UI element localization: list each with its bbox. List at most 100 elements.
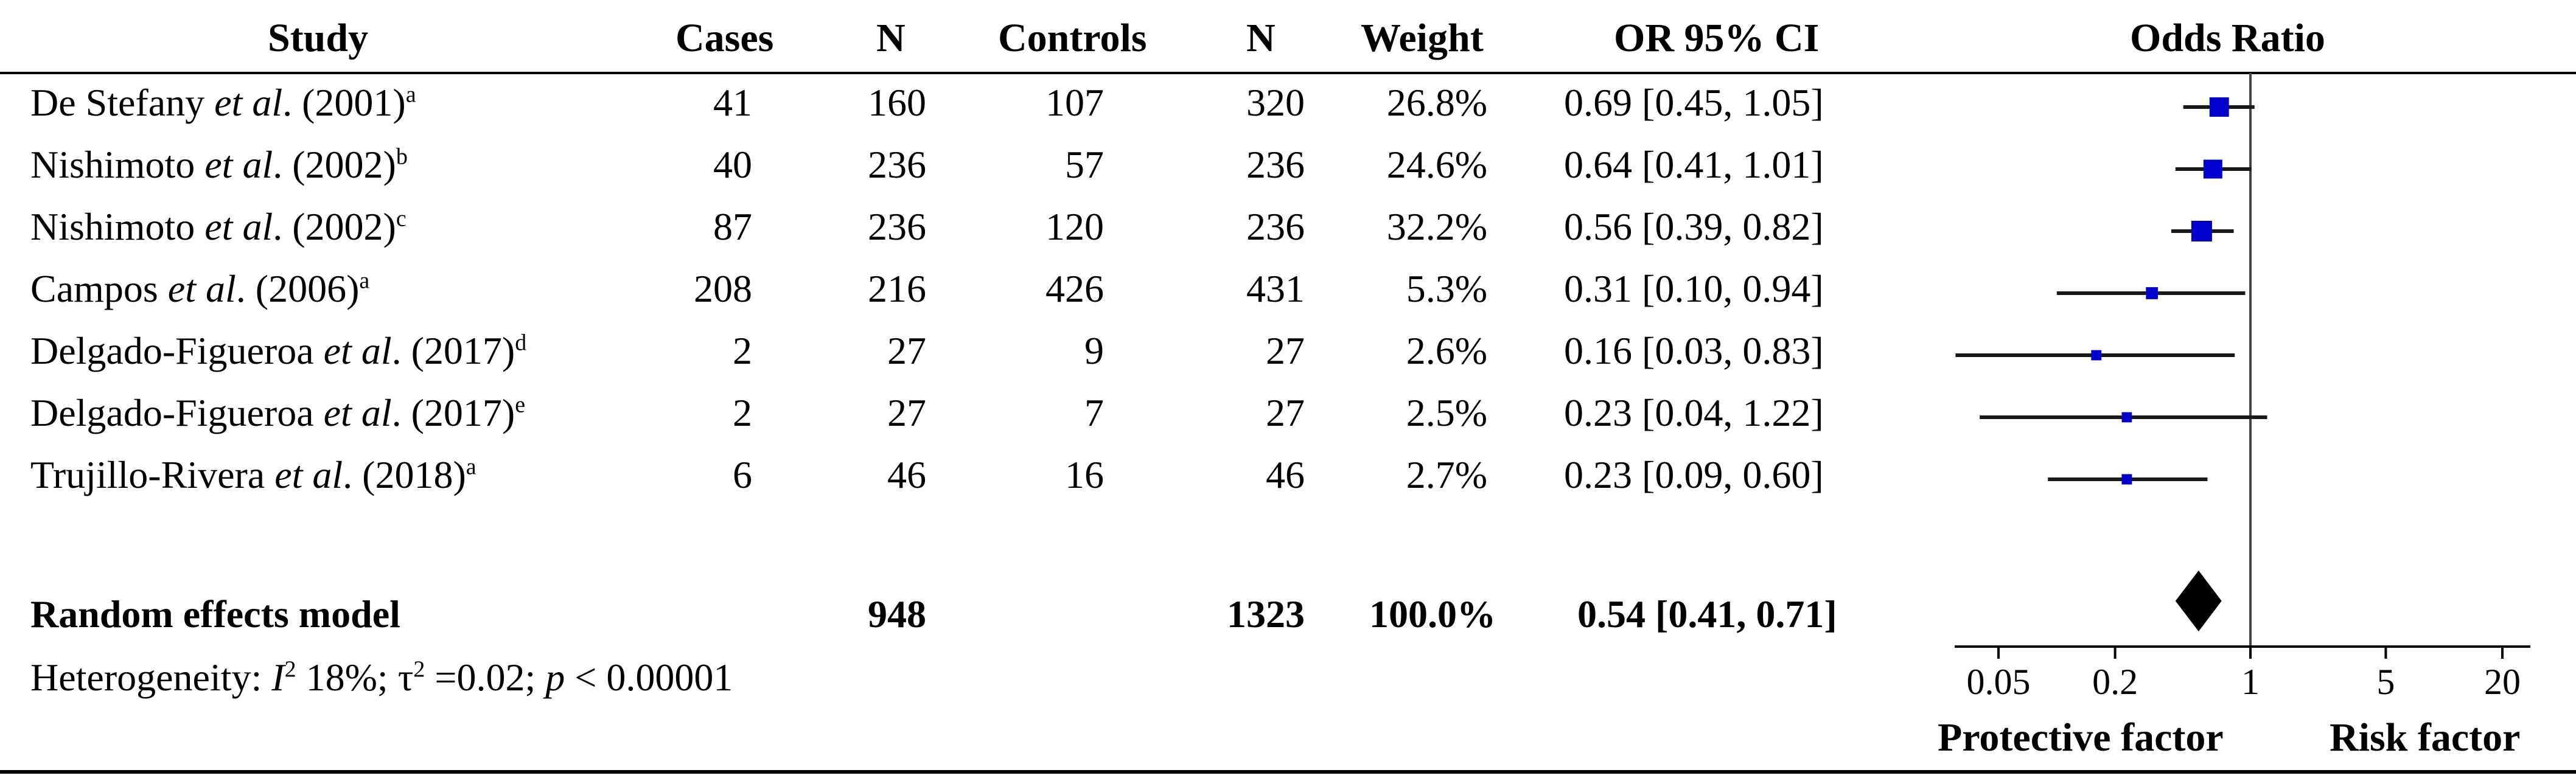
- study-author: De Stefany: [30, 81, 215, 124]
- study-footnote: c: [396, 206, 407, 232]
- study-footnote: a: [405, 82, 416, 108]
- or-ci-cell: 0.31 [0.10, 0.94]: [1564, 267, 1824, 310]
- summary-or-ci: 0.54 [0.41, 0.71]: [1577, 592, 1837, 636]
- bottom-rule: [0, 770, 2576, 774]
- controls-cell: 7: [1084, 391, 1104, 434]
- or-marker: [2121, 412, 2132, 423]
- or-ci-cell: 0.23 [0.04, 1.22]: [1564, 391, 1824, 434]
- n-controls-cell: 46: [1266, 453, 1305, 496]
- header-weight: Weight: [1361, 16, 1484, 60]
- header-study: Study: [268, 16, 369, 60]
- cases-cell: 6: [733, 453, 752, 496]
- summary-n-cases: 948: [868, 592, 926, 636]
- study-name: Nishimoto et al. (2002)c: [30, 207, 407, 246]
- study-footnote: a: [466, 454, 476, 480]
- or-ci-cell: 0.69 [0.45, 1.05]: [1564, 81, 1824, 124]
- n-controls-cell: 27: [1266, 329, 1305, 372]
- header-odds-ratio: Odds Ratio: [2130, 16, 2325, 60]
- cases-cell: 87: [713, 205, 752, 248]
- controls-cell: 57: [1065, 143, 1104, 186]
- axis-label-protective: Protective factor: [1938, 715, 2224, 760]
- axis-label-risk: Risk factor: [2330, 715, 2521, 760]
- controls-cell: 120: [1045, 205, 1104, 248]
- controls-cell: 9: [1084, 329, 1104, 372]
- weight-cell: 2.7%: [1406, 453, 1487, 496]
- n-cases-cell: 27: [887, 391, 926, 434]
- study-name: De Stefany et al. (2001)a: [30, 83, 416, 122]
- n-cases-cell: 27: [887, 329, 926, 372]
- weight-cell: 24.6%: [1386, 143, 1487, 186]
- heterogeneity-line: Heterogeneity: I2 18%; τ2 =0.02; p < 0.0…: [30, 658, 733, 697]
- or-ci-cell: 0.64 [0.41, 1.01]: [1564, 143, 1824, 186]
- controls-cell: 107: [1045, 81, 1104, 124]
- study-year: . (2002): [273, 205, 396, 248]
- study-year: . (2001): [282, 81, 406, 124]
- n-controls-cell: 27: [1266, 391, 1305, 434]
- header-n-controls: N: [1246, 16, 1276, 60]
- cases-cell: 41: [713, 81, 752, 124]
- n-controls-cell: 236: [1246, 143, 1305, 186]
- heterogeneity-prefix: Heterogeneity:: [30, 656, 272, 699]
- or-marker: [2121, 474, 2132, 485]
- i-squared-sup: 2: [284, 656, 296, 682]
- study-name: Delgado-Figueroa et al. (2017)e: [30, 394, 525, 432]
- study-footnote: b: [396, 144, 408, 170]
- tau-value: =0.02;: [425, 656, 546, 699]
- study-etal: et al: [167, 267, 236, 310]
- study-author: Delgado-Figueroa: [30, 391, 324, 434]
- or-marker: [2191, 221, 2212, 241]
- study-author: Nishimoto: [30, 205, 205, 248]
- x-axis-tick-label: 5: [2376, 662, 2395, 702]
- weight-cell: 2.5%: [1406, 391, 1487, 434]
- study-footnote: e: [515, 392, 526, 418]
- study-author: Trujillo-Rivera: [30, 453, 275, 496]
- summary-n-controls: 1323: [1227, 592, 1305, 636]
- study-year: . (2017): [391, 391, 515, 434]
- study-etal: et al: [204, 143, 273, 186]
- n-cases-cell: 236: [868, 143, 926, 186]
- study-author: Delgado-Figueroa: [30, 329, 324, 372]
- or-marker: [2146, 287, 2159, 299]
- or-ci-cell: 0.56 [0.39, 0.82]: [1564, 205, 1824, 248]
- x-axis-tick-label: 0.2: [2092, 662, 2138, 702]
- header-n-cases: N: [876, 16, 906, 60]
- header-rule: [0, 72, 2576, 74]
- header-or-ci: OR 95% CI: [1614, 16, 1820, 60]
- study-year: . (2017): [391, 329, 515, 372]
- or-marker: [2091, 350, 2102, 361]
- weight-cell: 26.8%: [1386, 81, 1487, 124]
- header-cases: Cases: [675, 16, 774, 60]
- study-etal: et al: [323, 391, 392, 434]
- n-cases-cell: 236: [868, 205, 926, 248]
- study-etal: et al: [323, 329, 392, 372]
- n-controls-cell: 320: [1246, 81, 1305, 124]
- or-ci-cell: 0.23 [0.09, 0.60]: [1564, 453, 1824, 496]
- p-letter: p: [545, 656, 565, 699]
- n-cases-cell: 46: [887, 453, 926, 496]
- header-controls: Controls: [998, 16, 1147, 60]
- study-year: . (2002): [273, 143, 396, 186]
- summary-weight: 100.0%: [1369, 592, 1496, 636]
- study-etal: et al: [274, 453, 343, 496]
- weight-cell: 32.2%: [1386, 205, 1487, 248]
- n-controls-cell: 431: [1246, 267, 1305, 310]
- weight-cell: 2.6%: [1406, 329, 1487, 372]
- study-name: Delgado-Figueroa et al. (2017)d: [30, 331, 526, 370]
- study-etal: et al: [214, 81, 283, 124]
- summary-label: Random effects model: [30, 592, 400, 636]
- x-axis-tick-label: 0.05: [1967, 662, 2031, 702]
- study-year: . (2006): [236, 267, 360, 310]
- study-footnote: d: [515, 330, 527, 356]
- n-cases-cell: 216: [868, 267, 926, 310]
- cases-cell: 2: [733, 391, 752, 434]
- controls-cell: 16: [1065, 453, 1104, 496]
- controls-cell: 426: [1045, 267, 1104, 310]
- study-author: Nishimoto: [30, 143, 205, 186]
- tau-sup: 2: [413, 656, 425, 682]
- cases-cell: 208: [694, 267, 752, 310]
- study-name: Campos et al. (2006)a: [30, 269, 369, 308]
- study-name: Nishimoto et al. (2002)b: [30, 145, 408, 184]
- or-marker: [2209, 97, 2229, 117]
- n-controls-cell: 236: [1246, 205, 1305, 248]
- x-axis-tick-label: 20: [2484, 662, 2521, 702]
